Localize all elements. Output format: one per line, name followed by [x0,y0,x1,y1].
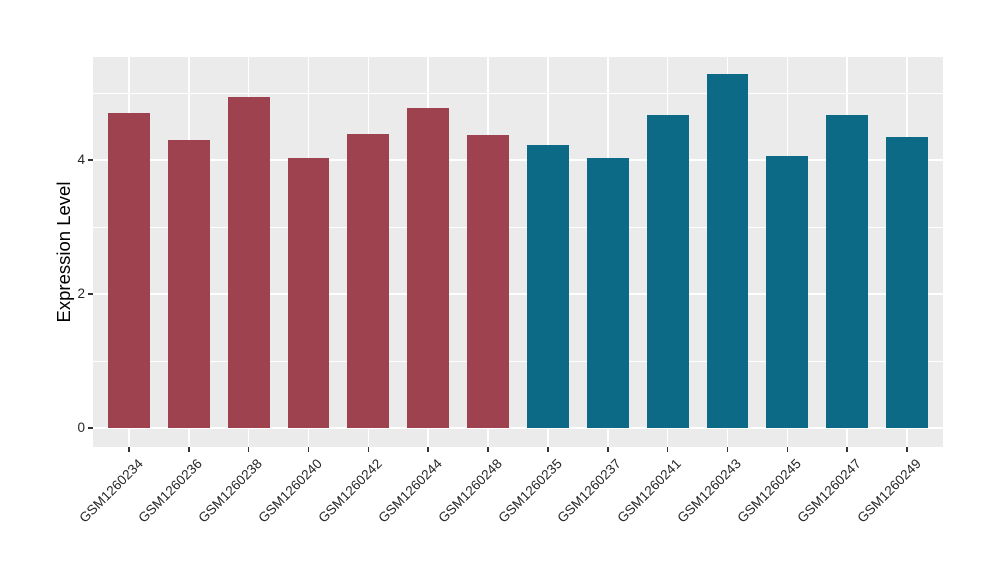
x-tick-label: GSM1260242 [315,456,385,526]
y-tick-label: 0 [77,420,85,436]
bar-GSM1260248 [467,134,509,429]
x-tick-mark [487,447,489,452]
x-tick-label: GSM1260249 [854,456,924,526]
major-gridline [93,427,943,429]
x-tick-mark [906,447,908,452]
bar-GSM1260245 [766,156,809,429]
bar-GSM1260240 [287,158,330,429]
bar-GSM1260237 [586,157,629,429]
bar-GSM1260249 [886,136,929,429]
bar-GSM1260234 [107,113,150,429]
x-tick-mark [666,447,669,452]
bar-GSM1260242 [347,134,390,429]
x-tick-mark [188,447,190,452]
y-tick-label: 2 [77,286,85,302]
x-tick-mark [846,447,848,452]
minor-gridline [93,360,943,362]
major-gridline [93,293,943,295]
minor-gridline [93,92,943,94]
bar-GSM1260244 [407,107,450,429]
x-tick-label: GSM1260244 [375,456,445,526]
y-tick-mark [88,159,93,161]
y-tick-mark [88,427,93,429]
x-tick-label: GSM1260248 [435,456,505,526]
x-tick-mark [367,447,370,452]
y-tick-label: 4 [77,152,85,168]
bar-GSM1260236 [167,140,210,429]
x-tick-mark [128,447,130,452]
x-tick-mark [786,447,789,452]
x-tick-mark [427,447,429,452]
bar-GSM1260247 [826,115,869,429]
x-tick-label: GSM1260245 [734,456,804,526]
major-gridline [93,159,943,161]
x-tick-mark [547,447,549,452]
x-tick-mark [307,447,310,452]
bar-GSM1260238 [227,96,270,429]
x-tick-mark [726,447,729,452]
plot-panel [93,57,943,447]
bar-GSM1260243 [706,74,749,429]
bar-GSM1260235 [526,145,569,429]
x-tick-mark [607,447,609,452]
x-tick-mark [247,447,250,452]
bar-GSM1260241 [646,114,689,429]
x-tick-label: GSM1260247 [794,456,864,526]
y-tick-mark [88,293,93,295]
minor-gridline [93,226,943,228]
